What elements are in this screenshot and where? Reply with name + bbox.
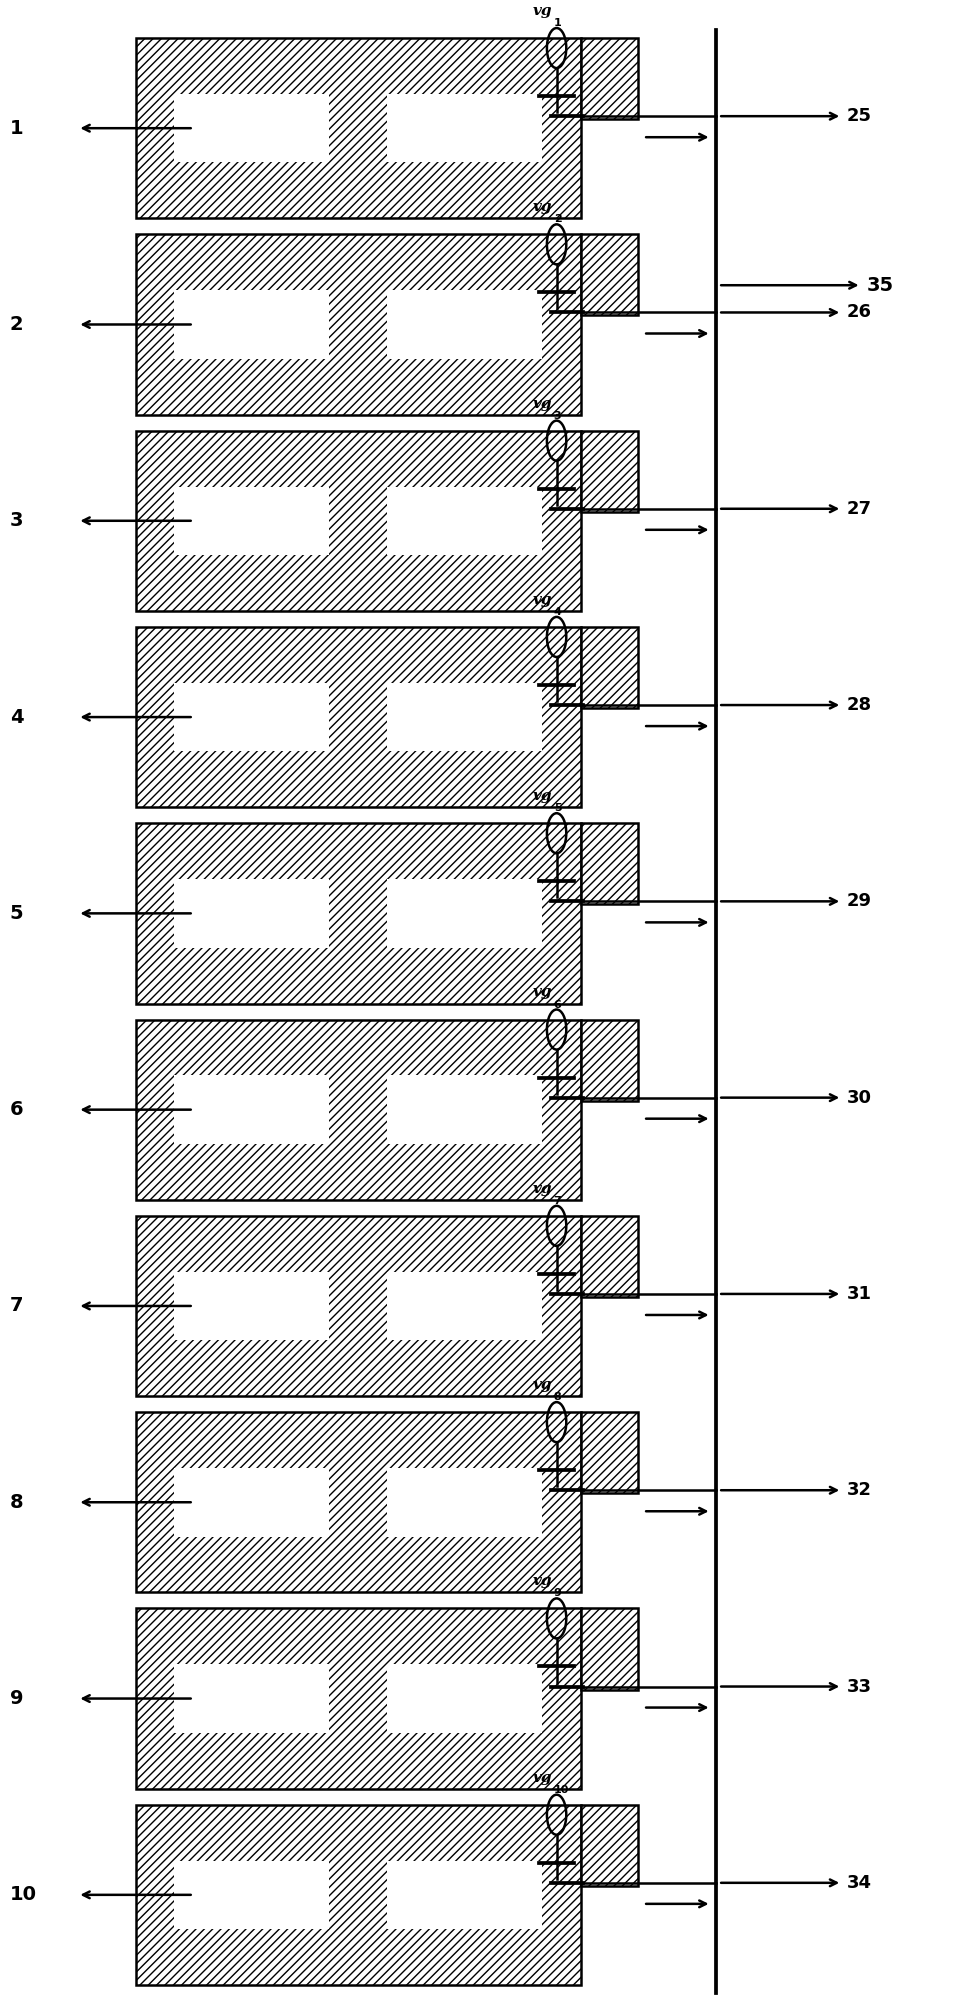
Text: 10: 10 xyxy=(10,1885,37,1905)
Bar xyxy=(581,38,639,120)
Bar xyxy=(581,234,639,314)
Bar xyxy=(387,290,542,359)
Text: 2: 2 xyxy=(10,314,23,335)
Text: 34: 34 xyxy=(847,1875,872,1891)
Text: 32: 32 xyxy=(847,1482,872,1498)
Bar xyxy=(581,431,639,513)
Text: 4: 4 xyxy=(10,707,23,727)
Text: 25: 25 xyxy=(847,108,872,124)
Text: vg: vg xyxy=(532,1771,552,1785)
Text: 35: 35 xyxy=(866,276,893,294)
Text: 6: 6 xyxy=(10,1100,23,1120)
Text: 7: 7 xyxy=(554,1196,561,1206)
Text: vg: vg xyxy=(532,1574,552,1588)
Text: 6: 6 xyxy=(554,999,561,1010)
Bar xyxy=(581,823,639,903)
Bar xyxy=(174,1664,329,1733)
Text: vg: vg xyxy=(532,1182,552,1196)
Bar xyxy=(387,1664,542,1733)
Bar xyxy=(387,1468,542,1536)
Bar xyxy=(136,1216,581,1396)
Text: 9: 9 xyxy=(554,1588,561,1598)
Bar xyxy=(387,94,542,162)
Bar xyxy=(136,1805,581,1985)
Text: 8: 8 xyxy=(10,1492,23,1512)
Bar xyxy=(387,879,542,947)
Bar xyxy=(136,234,581,415)
Bar xyxy=(174,1468,329,1536)
Text: 1: 1 xyxy=(554,18,561,28)
Bar xyxy=(174,94,329,162)
Text: 4: 4 xyxy=(554,607,561,617)
Text: 9: 9 xyxy=(10,1689,23,1709)
Bar xyxy=(581,627,639,709)
Text: vg: vg xyxy=(532,593,552,607)
Bar xyxy=(581,1216,639,1298)
Bar xyxy=(174,1272,329,1340)
Text: 5: 5 xyxy=(10,903,23,923)
Bar xyxy=(387,683,542,751)
Bar xyxy=(387,1076,542,1144)
Text: vg: vg xyxy=(532,397,552,411)
Text: 8: 8 xyxy=(554,1392,561,1402)
Text: 10: 10 xyxy=(554,1785,569,1795)
Text: vg: vg xyxy=(532,789,552,803)
Text: vg: vg xyxy=(532,1378,552,1392)
Bar xyxy=(387,1861,542,1929)
Bar xyxy=(387,487,542,555)
Bar xyxy=(136,627,581,807)
Bar xyxy=(581,1020,639,1102)
Text: 7: 7 xyxy=(10,1296,23,1316)
Text: vg: vg xyxy=(532,200,552,214)
Bar xyxy=(136,1020,581,1200)
Text: 28: 28 xyxy=(847,697,872,713)
Text: 3: 3 xyxy=(10,511,23,531)
Text: 5: 5 xyxy=(554,803,561,813)
Text: vg: vg xyxy=(532,985,552,999)
Bar xyxy=(387,1272,542,1340)
Bar xyxy=(174,683,329,751)
Text: 30: 30 xyxy=(847,1090,872,1106)
Bar xyxy=(174,1861,329,1929)
Bar xyxy=(136,823,581,1004)
Text: 3: 3 xyxy=(554,411,561,421)
Text: vg: vg xyxy=(532,4,552,18)
Bar xyxy=(136,1412,581,1592)
Text: 26: 26 xyxy=(847,304,872,320)
Bar xyxy=(174,290,329,359)
Bar xyxy=(136,1608,581,1789)
Text: 1: 1 xyxy=(10,118,23,138)
Bar xyxy=(136,38,581,218)
Bar xyxy=(174,1076,329,1144)
Text: 2: 2 xyxy=(554,214,561,224)
Text: 31: 31 xyxy=(847,1286,872,1302)
Text: 33: 33 xyxy=(847,1679,872,1695)
Bar xyxy=(581,1412,639,1494)
Bar xyxy=(581,1608,639,1691)
Text: 27: 27 xyxy=(847,501,872,517)
Bar xyxy=(174,879,329,947)
Bar xyxy=(174,487,329,555)
Text: 29: 29 xyxy=(847,893,872,909)
Bar xyxy=(581,1805,639,1887)
Bar xyxy=(136,431,581,611)
